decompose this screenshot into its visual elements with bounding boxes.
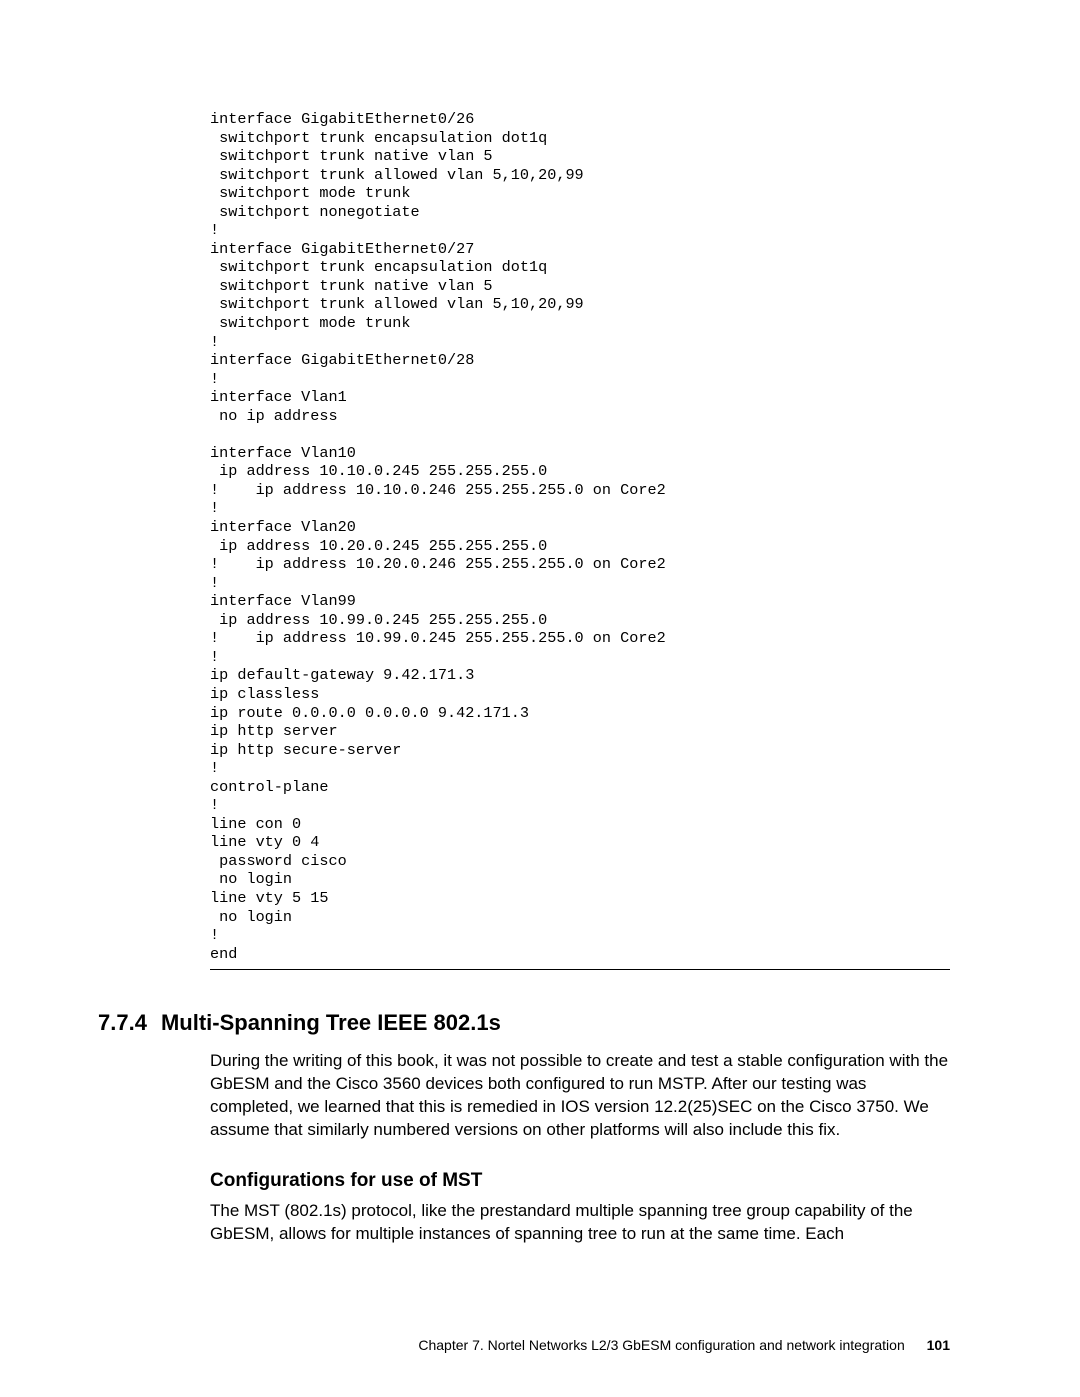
config-code-block: interface GigabitEthernet0/26 switchport… (210, 110, 950, 970)
footer-chapter: Chapter 7. Nortel Networks L2/3 GbESM co… (418, 1337, 904, 1353)
section-body: During the writing of this book, it was … (210, 1050, 950, 1142)
section-number: 7.7.4 (98, 1010, 147, 1036)
subsection-body: The MST (802.1s) protocol, like the pres… (210, 1200, 950, 1246)
footer-page-number: 101 (927, 1337, 950, 1353)
subsection-title: Configurations for use of MST (210, 1170, 950, 1192)
page: interface GigabitEthernet0/26 switchport… (0, 0, 1080, 1397)
section-heading-row: 7.7.4 Multi-Spanning Tree IEEE 802.1s (98, 1010, 950, 1036)
section-title: Multi-Spanning Tree IEEE 802.1s (161, 1010, 501, 1036)
page-footer: Chapter 7. Nortel Networks L2/3 GbESM co… (418, 1337, 950, 1353)
content-column: interface GigabitEthernet0/26 switchport… (210, 110, 950, 1274)
